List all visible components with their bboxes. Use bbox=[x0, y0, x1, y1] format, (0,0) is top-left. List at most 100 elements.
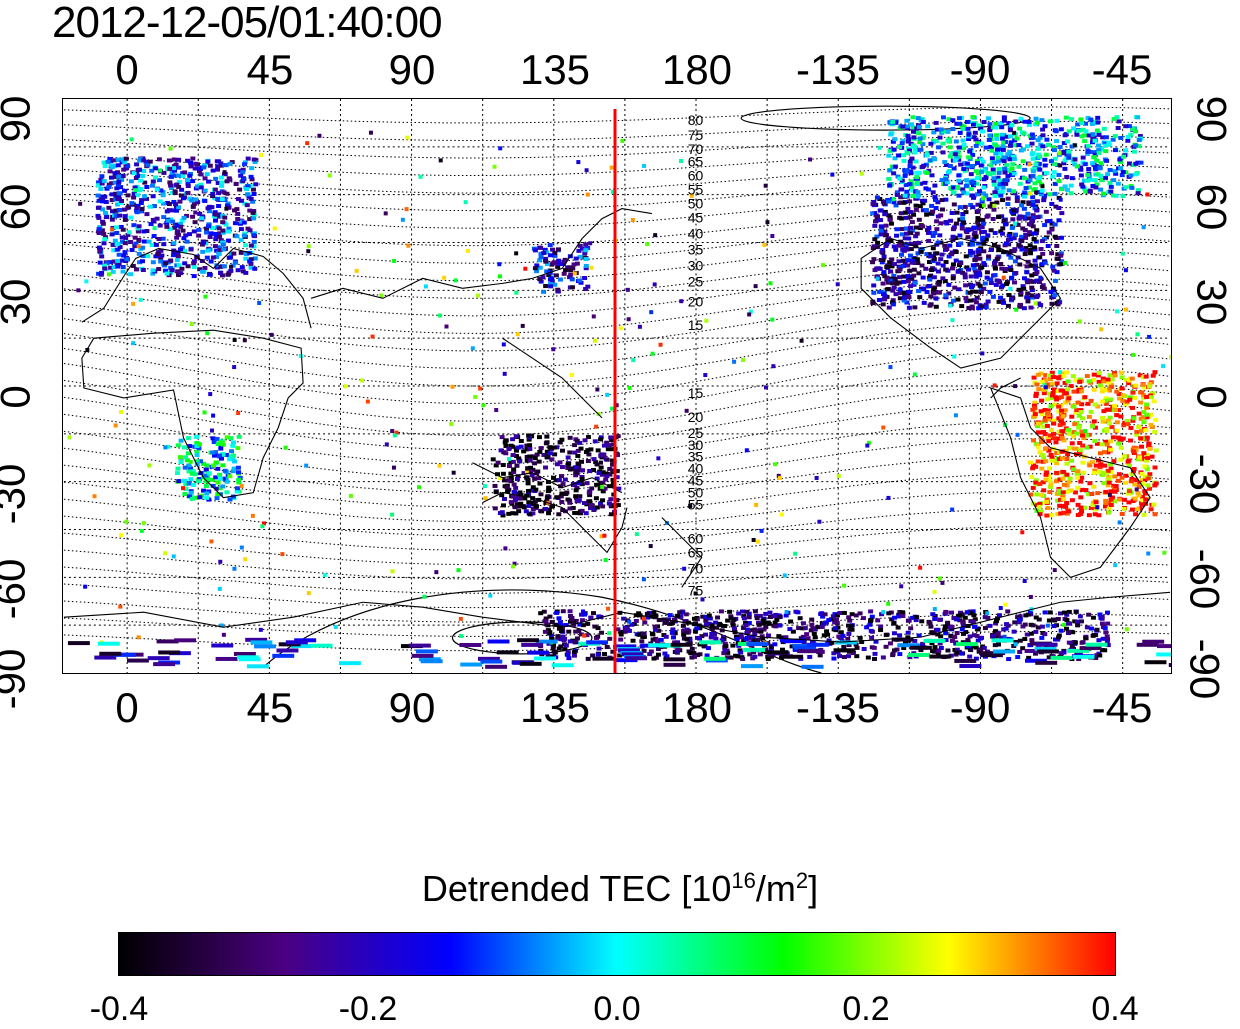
tec-cell bbox=[1055, 498, 1061, 503]
tec-cell bbox=[144, 229, 150, 234]
tec-cell bbox=[989, 156, 995, 161]
tec-cell bbox=[147, 204, 153, 209]
colorbar-label-unit-exp: 2 bbox=[795, 868, 809, 893]
tec-cell bbox=[470, 346, 475, 351]
tec-cell bbox=[113, 214, 119, 219]
tec-cell bbox=[757, 613, 763, 618]
tec-cell bbox=[175, 443, 181, 448]
tec-cell bbox=[210, 428, 215, 433]
tec-cell bbox=[626, 628, 632, 633]
tec-cell bbox=[563, 643, 569, 648]
tec-cell bbox=[248, 265, 254, 270]
tec-cell bbox=[1031, 375, 1037, 380]
tec-cell bbox=[1030, 156, 1036, 161]
tec-cell bbox=[1096, 151, 1102, 156]
tec-cell bbox=[998, 193, 1004, 198]
tec-cell bbox=[234, 489, 240, 494]
tec-cell bbox=[1045, 506, 1051, 511]
tec-cell bbox=[1043, 170, 1049, 175]
tec-cell bbox=[1049, 458, 1055, 463]
tec-cell bbox=[1096, 148, 1102, 153]
tec-cell bbox=[1029, 638, 1035, 643]
tec-cell bbox=[1030, 173, 1036, 178]
tec-cell bbox=[1129, 476, 1135, 481]
tec-cell bbox=[178, 247, 184, 252]
tec-cell bbox=[160, 193, 166, 198]
tec-cell bbox=[583, 266, 589, 271]
tec-cell bbox=[609, 165, 614, 170]
tec-cell bbox=[1101, 409, 1107, 414]
tec-cell bbox=[182, 492, 188, 497]
tec-cell bbox=[1079, 416, 1085, 421]
tec-cell bbox=[220, 220, 226, 225]
tec-cell bbox=[607, 472, 613, 477]
tec-cell bbox=[590, 611, 596, 616]
tec-cell bbox=[942, 278, 948, 283]
tec-cell bbox=[258, 153, 263, 157]
tec-cell bbox=[1003, 267, 1009, 272]
tec-cell bbox=[756, 620, 761, 625]
tec-cell bbox=[506, 457, 511, 462]
tec-cell bbox=[1034, 199, 1040, 204]
tec-cell bbox=[1117, 157, 1123, 162]
tec-cell bbox=[1030, 195, 1036, 200]
tec-cell bbox=[783, 635, 789, 640]
tec-cell bbox=[960, 187, 966, 192]
tec-cell bbox=[554, 610, 560, 615]
tec-cell bbox=[102, 266, 108, 271]
tec-cell bbox=[703, 615, 709, 619]
tec-cell bbox=[892, 276, 898, 281]
tec-cell bbox=[1029, 285, 1035, 290]
tec-cell bbox=[218, 161, 224, 166]
tec-cell bbox=[984, 214, 990, 219]
tec-cell bbox=[186, 463, 192, 468]
tec-cell bbox=[980, 235, 986, 240]
tec-cell bbox=[583, 257, 589, 262]
tec-cell bbox=[147, 656, 170, 661]
tec-cell bbox=[653, 613, 659, 618]
tec-cell bbox=[175, 232, 181, 237]
tec-cell bbox=[614, 453, 620, 458]
tec-cell bbox=[938, 127, 944, 132]
tec-cell bbox=[211, 463, 217, 468]
tec-cell bbox=[152, 226, 157, 231]
tec-cell bbox=[530, 500, 536, 505]
tec-cell bbox=[1104, 428, 1110, 433]
tec-cell bbox=[995, 155, 1001, 160]
tec-cell bbox=[1036, 176, 1042, 181]
tec-cell bbox=[946, 625, 952, 630]
tec-cell bbox=[1032, 400, 1038, 405]
tec-cell bbox=[124, 519, 129, 524]
tec-cell bbox=[963, 210, 969, 215]
tec-cell bbox=[1023, 232, 1029, 237]
tec-cell bbox=[585, 284, 591, 289]
tec-cell bbox=[981, 229, 987, 234]
tec-cell bbox=[1053, 479, 1059, 484]
tec-cell bbox=[979, 230, 985, 235]
tec-cell bbox=[512, 561, 517, 566]
tec-cell bbox=[956, 145, 962, 150]
tec-cell bbox=[812, 627, 818, 632]
tec-cell bbox=[959, 226, 965, 231]
tec-cell bbox=[1031, 169, 1037, 174]
tec-cell bbox=[1036, 445, 1041, 450]
tec-cell bbox=[1135, 491, 1141, 496]
tec-cell bbox=[772, 620, 778, 625]
tec-cell bbox=[887, 183, 893, 188]
tec-cell bbox=[1001, 627, 1007, 632]
tec-cell bbox=[759, 634, 765, 639]
tec-cell bbox=[904, 118, 910, 123]
tec-cell bbox=[392, 433, 397, 438]
tec-cell bbox=[1000, 181, 1006, 186]
tec-cell bbox=[892, 164, 898, 169]
tec-cell bbox=[968, 186, 974, 191]
tec-cell bbox=[897, 633, 903, 638]
tec-cell bbox=[757, 627, 763, 632]
tec-cell bbox=[600, 489, 606, 494]
tec-cell bbox=[1046, 413, 1052, 418]
tec-cell bbox=[1104, 639, 1110, 644]
tec-cell bbox=[1043, 209, 1049, 214]
tec-cell bbox=[593, 460, 599, 465]
tec-cell bbox=[975, 209, 981, 214]
tec-cell bbox=[1069, 176, 1075, 181]
